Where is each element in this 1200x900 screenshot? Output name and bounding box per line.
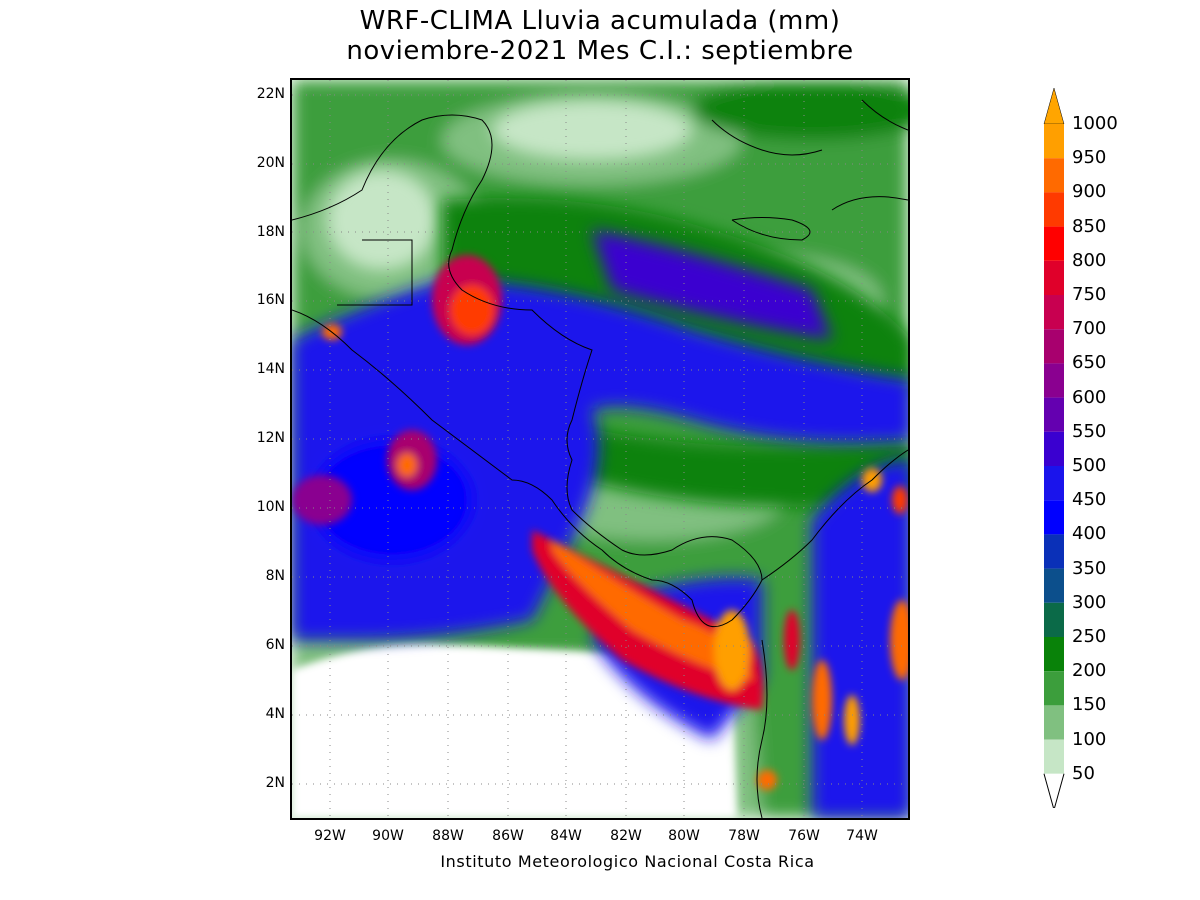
rain-field-intense: [292, 255, 908, 790]
colorbar-swatch: [1044, 158, 1064, 193]
colorbar-level-label: 500: [1072, 455, 1107, 476]
colorbar-swatch: [1044, 534, 1064, 569]
lon-label-86w: 86W: [492, 828, 524, 844]
map-title-line-2: noviembre-2021 Mes C.I.: septiembre: [346, 36, 854, 66]
colorbar-level-label: 700: [1072, 318, 1107, 340]
colorbar-swatch: [1044, 260, 1064, 295]
colorbar-swatch: [1044, 602, 1064, 637]
lon-label-84w: 84W: [550, 828, 582, 844]
colorbar-swatch: [1044, 363, 1064, 398]
lat-label-2n: 2N: [265, 775, 285, 791]
colorbar-level-label: 850: [1072, 215, 1107, 237]
colorbar-swatch: [1044, 124, 1064, 159]
lat-label-8n: 8N: [265, 568, 285, 584]
colorbar-level-label: 250: [1072, 626, 1107, 647]
map-canvas: [292, 80, 908, 818]
lat-label-6n: 6N: [265, 637, 285, 653]
credit-text: Instituto Meteorologico Nacional Costa R…: [440, 852, 815, 871]
colorbar-level-label: 200: [1072, 660, 1107, 682]
lon-label-92w: 92W: [314, 828, 346, 844]
lon-label-76w: 76W: [788, 828, 820, 844]
lat-label-18n: 18N: [256, 224, 285, 240]
colorbar-swatch: [1044, 329, 1064, 364]
colorbar-level-label: 50: [1072, 762, 1095, 784]
colorbar-swatch: [1044, 500, 1064, 535]
colorbar-swatch: [1044, 568, 1064, 603]
coastlines: [292, 99, 908, 818]
colorbar-level-label: 300: [1072, 591, 1107, 613]
lon-label-88w: 88W: [432, 828, 464, 844]
colorbar-swatch: [1044, 431, 1064, 466]
map-title-line-1: WRF-CLIMA Lluvia acumulada (mm): [359, 6, 841, 36]
lon-label-80w: 80W: [668, 828, 700, 844]
colorbar-level-label: 450: [1072, 489, 1107, 511]
lat-label-20n: 20N: [256, 155, 285, 171]
colorbar-swatch: [1044, 705, 1064, 740]
colorbar-level-label: 400: [1072, 523, 1107, 545]
colorbar-level-label: 1000: [1072, 113, 1118, 134]
colorbar-level-label: 600: [1072, 386, 1107, 408]
colorbar-level-label: 550: [1072, 420, 1107, 442]
colorbar-level-label: 100: [1072, 728, 1107, 750]
colorbar-overflow-arrow: [1043, 88, 1065, 125]
colorbar: [1043, 88, 1065, 808]
lon-label-90w: 90W: [372, 828, 404, 844]
colorbar-level-label: 950: [1072, 147, 1107, 169]
colorbar-level-label: 350: [1072, 557, 1107, 579]
colorbar-underflow-arrow: [1043, 773, 1065, 808]
dry-area: [292, 644, 737, 818]
colorbar-swatch: [1044, 739, 1064, 774]
lat-label-12n: 12N: [256, 430, 285, 446]
lat-label-14n: 14N: [256, 361, 285, 377]
lat-label-22n: 22N: [256, 86, 285, 102]
colorbar-level-label: 900: [1072, 181, 1107, 203]
lat-label-10n: 10N: [256, 499, 285, 515]
colorbar-level-label: 750: [1072, 284, 1107, 305]
lon-label-82w: 82W: [610, 828, 642, 844]
colorbar-swatch: [1044, 637, 1064, 672]
colorbar-swatch: [1044, 192, 1064, 227]
colorbar-level-label: 650: [1072, 352, 1107, 374]
colorbar-swatch: [1044, 397, 1064, 432]
lat-label-4n: 4N: [265, 706, 285, 722]
lon-label-78w: 78W: [728, 828, 760, 844]
graticule: [292, 80, 908, 818]
colorbar-swatch: [1044, 295, 1064, 330]
colorbar-swatch: [1044, 226, 1064, 261]
colorbar-level-label: 800: [1072, 249, 1107, 271]
lat-label-16n: 16N: [256, 292, 285, 308]
colorbar-swatch: [1044, 466, 1064, 501]
precipitation-map: [290, 78, 910, 820]
lon-label-74w: 74W: [846, 828, 878, 844]
colorbar-swatch: [1044, 671, 1064, 706]
colorbar-level-label: 150: [1072, 694, 1107, 716]
